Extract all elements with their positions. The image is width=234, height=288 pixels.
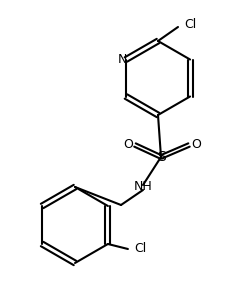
Text: O: O xyxy=(191,139,201,151)
Text: Cl: Cl xyxy=(134,242,146,255)
Text: O: O xyxy=(123,139,133,151)
Text: N: N xyxy=(117,53,127,66)
Text: S: S xyxy=(157,150,165,164)
Text: NH: NH xyxy=(134,181,152,194)
Text: Cl: Cl xyxy=(184,18,196,31)
